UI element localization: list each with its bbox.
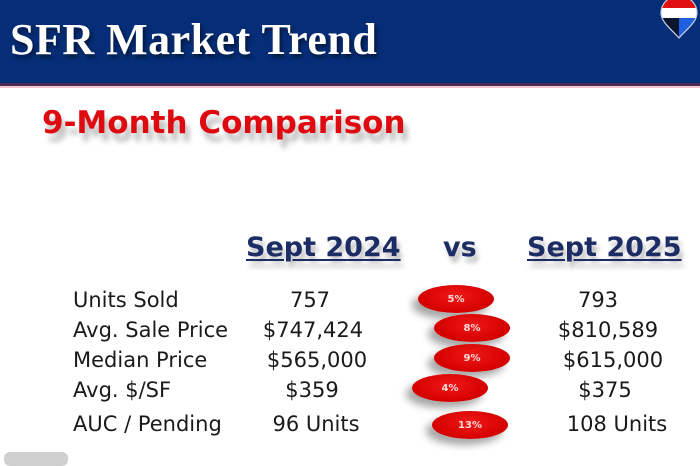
header-banner [0, 0, 700, 83]
video-control-button[interactable] [4, 452, 68, 466]
change-badge-avg-price-per-sf: 4% [412, 374, 488, 402]
row-label-avg-price-per-sf: Avg. $/SF [73, 378, 172, 402]
comparison-subtitle: 9-Month Comparison [42, 105, 406, 141]
left-value-avg-sale-price: $747,424 [262, 318, 364, 342]
header-divider [0, 83, 700, 86]
row-label-units-sold: Units Sold [73, 288, 179, 312]
change-badge-avg-sale-price: 8% [434, 314, 510, 342]
right-value-avg-price-per-sf: $375 [578, 378, 632, 402]
left-value-avg-price-per-sf: $359 [285, 378, 339, 402]
row-label-avg-sale-price: Avg. Sale Price [73, 318, 229, 342]
row-label-auc-pending: AUC / Pending [73, 412, 222, 436]
right-period-heading: Sept 2025 [527, 232, 682, 263]
left-value-auc-pending: 96 Units [272, 412, 360, 436]
right-value-median-price: $615,000 [562, 348, 664, 372]
hot-air-balloon-logo-icon [660, 0, 698, 39]
left-value-median-price: $565,000 [266, 348, 368, 372]
left-period-heading: Sept 2024 [246, 232, 401, 263]
page-title: SFR Market Trend [10, 15, 378, 64]
change-badge-units-sold: 5% [418, 285, 494, 313]
row-label-median-price: Median Price [73, 348, 208, 372]
right-value-avg-sale-price: $810,589 [557, 318, 659, 342]
left-value-units-sold: 757 [289, 288, 331, 312]
right-value-units-sold: 793 [577, 288, 619, 312]
right-value-auc-pending: 108 Units [566, 412, 668, 436]
change-badge-auc-pending: 13% [432, 411, 508, 439]
header-divider-accent [0, 86, 700, 88]
change-badge-median-price: 9% [434, 344, 510, 372]
vs-label: vs [443, 232, 477, 263]
